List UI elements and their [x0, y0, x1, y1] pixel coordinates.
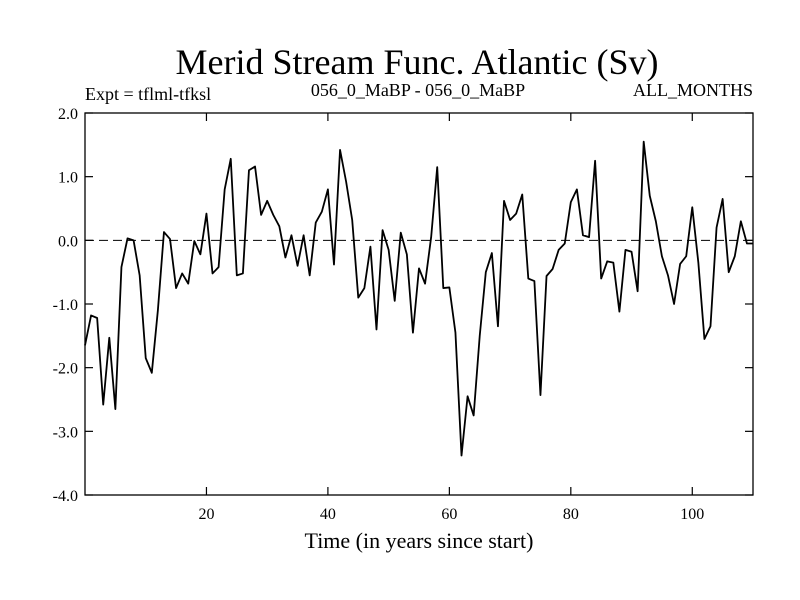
- y-tick-label: 0.0: [58, 233, 78, 250]
- y-tick-label: 2.0: [58, 106, 78, 123]
- y-tick-label: 1.0: [58, 170, 78, 187]
- x-tick-label: 80: [563, 506, 579, 523]
- x-axis-label: Time (in years since start): [305, 528, 534, 553]
- y-tick-label: -3.0: [53, 424, 78, 441]
- x-tick-label: 60: [441, 506, 457, 523]
- series-line: [84, 140, 753, 457]
- y-tick-label: -2.0: [53, 361, 78, 378]
- x-axis: 20 40 60 80 100: [198, 113, 704, 523]
- x-tick-label: 100: [680, 506, 704, 523]
- y-tick-label: -4.0: [53, 488, 78, 505]
- chart-title: Merid Stream Func. Atlantic (Sv): [176, 42, 659, 82]
- y-tick-label: -1.0: [53, 297, 78, 314]
- x-tick-label: 20: [198, 506, 214, 523]
- run-label: 056_0_MaBP - 056_0_MaBP: [311, 80, 525, 100]
- plot-frame: [84, 112, 754, 496]
- experiment-label: Expt = tflml-tfksl: [85, 84, 211, 104]
- y-axis: -4.0 -3.0 -2.0 -1.0 0.0 1.0 2.0: [53, 106, 753, 505]
- x-tick-label: 40: [320, 506, 336, 523]
- period-label: ALL_MONTHS: [633, 80, 753, 100]
